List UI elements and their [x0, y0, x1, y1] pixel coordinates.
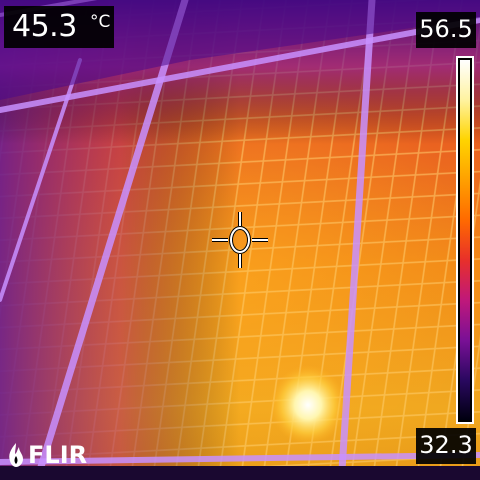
- flir-logo: FLIR: [6, 440, 87, 470]
- scale-min-value: 32.3: [419, 431, 473, 459]
- hot-spot: [270, 365, 346, 445]
- color-scale-gradient: [460, 60, 470, 420]
- scale-max-box: 56.5: [416, 12, 476, 48]
- color-scale-bar: [456, 56, 474, 424]
- spot-temperature-readout: 45.3 °C: [4, 6, 114, 48]
- temperature-unit: °C: [90, 12, 111, 32]
- spot-temperature-value: 45.3: [12, 9, 77, 44]
- scale-min-box: 32.3: [416, 428, 476, 464]
- scale-max-value: 56.5: [419, 15, 473, 43]
- flame-icon: [9, 443, 23, 467]
- spot-meter-crosshair: [212, 212, 268, 268]
- flir-logo-text: FLIR: [28, 441, 88, 469]
